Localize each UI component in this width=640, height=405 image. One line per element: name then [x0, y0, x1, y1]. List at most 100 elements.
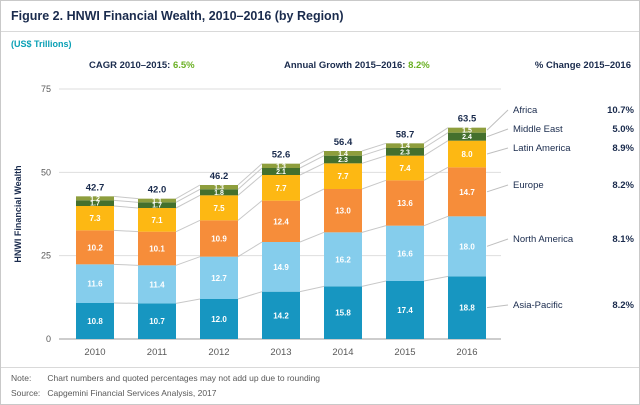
- x-tick-label: 2016: [456, 347, 477, 358]
- bar-segment-middle-east[interactable]: [262, 168, 300, 175]
- bar-segment-europe[interactable]: [138, 231, 176, 266]
- bar-segment-asia-pacific[interactable]: [138, 303, 176, 339]
- bar-segment-latin-america[interactable]: [200, 195, 238, 221]
- cagr-value: 6.5%: [172, 60, 195, 71]
- bar-segment-latin-america[interactable]: [324, 163, 362, 189]
- source-text: Capgemini Financial Services Analysis, 2…: [47, 388, 217, 398]
- y-tick-label: 50: [41, 167, 51, 177]
- legend-leader-line: [486, 238, 509, 247]
- bar-segment-asia-pacific[interactable]: [200, 299, 238, 339]
- bar-segment-latin-america[interactable]: [262, 175, 300, 201]
- segment-value-label: 10.7: [149, 317, 165, 326]
- bar-segment-africa[interactable]: [138, 198, 176, 203]
- segment-value-label: 1.5: [462, 128, 472, 135]
- bar-segment-asia-pacific[interactable]: [324, 286, 362, 339]
- connector-line: [423, 140, 449, 157]
- segment-value-label: 2.1: [276, 169, 286, 176]
- legend-pct-latin-america: 8.9%: [612, 143, 634, 154]
- x-tick-label: 2015: [394, 347, 415, 358]
- bar-segment-asia-pacific[interactable]: [448, 276, 486, 339]
- bar-segment-latin-america[interactable]: [76, 206, 114, 231]
- bar-segment-middle-east[interactable]: [448, 132, 486, 141]
- connector-line: [237, 291, 263, 300]
- connector-line: [361, 179, 387, 190]
- annual-growth-label: Annual Growth 2015–2016:: [284, 60, 406, 71]
- bar-segment-latin-america[interactable]: [448, 140, 486, 168]
- segment-value-label: 14.9: [273, 263, 289, 272]
- bar-segment-africa[interactable]: [324, 151, 362, 156]
- annual-growth-value: 8.2%: [408, 60, 430, 71]
- bar-segment-middle-east[interactable]: [138, 202, 176, 208]
- connector-line: [299, 231, 325, 243]
- bar-segment-north-america[interactable]: [262, 242, 300, 292]
- segment-value-label: 15.8: [335, 309, 351, 318]
- bar-segment-europe[interactable]: [386, 180, 424, 226]
- bar-segment-north-america[interactable]: [138, 265, 176, 304]
- bar-segment-africa[interactable]: [200, 185, 238, 190]
- x-tick-label: 2013: [270, 347, 291, 358]
- x-tick-label: 2010: [84, 347, 105, 358]
- legend-leader-line: [486, 184, 509, 193]
- segment-value-label: 10.8: [87, 317, 103, 326]
- bar-segment-europe[interactable]: [76, 230, 114, 265]
- bar-segment-middle-east[interactable]: [200, 189, 238, 196]
- segment-value-label: 12.0: [211, 315, 227, 324]
- x-tick-label: 2014: [332, 347, 353, 358]
- bar-segment-africa[interactable]: [386, 143, 424, 148]
- bar-segment-africa[interactable]: [262, 163, 300, 168]
- bar-segment-north-america[interactable]: [448, 216, 486, 277]
- cagr-label: CAGR 2010–2015:: [89, 60, 171, 71]
- segment-value-label: 14.7: [459, 188, 475, 197]
- annual-growth-annotation: Annual Growth 2015–2016: 8.2%: [284, 60, 430, 71]
- connector-line: [113, 205, 139, 209]
- connector-line: [299, 285, 325, 293]
- segment-value-label: 2.4: [462, 134, 472, 141]
- connector-line: [175, 298, 201, 304]
- bar-segment-middle-east[interactable]: [324, 155, 362, 164]
- connector-line: [113, 229, 139, 233]
- segment-value-label: 11.6: [87, 280, 103, 289]
- legend-pct-africa: 10.7%: [607, 105, 634, 116]
- bar-segment-africa[interactable]: [76, 196, 114, 201]
- bar-total-label: 63.5: [458, 114, 477, 125]
- segment-value-label: 1.3: [214, 185, 224, 192]
- bar-segment-middle-east[interactable]: [386, 148, 424, 156]
- segment-value-label: 7.4: [399, 164, 411, 173]
- segment-value-label: 2.3: [338, 157, 348, 164]
- bar-total-label: 58.7: [396, 129, 415, 140]
- segment-value-label: 7.3: [89, 214, 101, 223]
- source-label: Source:: [11, 388, 41, 398]
- legend-leader-line: [486, 304, 509, 309]
- bar-total-label: 52.6: [272, 150, 291, 161]
- bar-segment-latin-america[interactable]: [386, 155, 424, 181]
- bar-segment-europe[interactable]: [324, 189, 362, 233]
- connector-line: [237, 200, 263, 221]
- segment-value-label: 14.2: [273, 311, 289, 320]
- y-tick-label: 75: [41, 84, 51, 94]
- legend-label-middle-east: Middle East: [513, 124, 563, 135]
- segment-value-label: 7.5: [213, 204, 225, 213]
- bar-segment-europe[interactable]: [200, 220, 238, 257]
- segment-value-label: 1.4: [338, 151, 348, 158]
- connector-line: [237, 163, 263, 186]
- bar-segment-asia-pacific[interactable]: [76, 303, 114, 339]
- legend-pct-middle-east: 5.0%: [612, 124, 634, 135]
- segment-value-label: 1.2: [90, 196, 100, 203]
- legend-label-europe: Europe: [513, 180, 544, 191]
- bar-segment-africa[interactable]: [448, 127, 486, 133]
- bar-segment-north-america[interactable]: [76, 264, 114, 303]
- bar-segment-north-america[interactable]: [324, 232, 362, 287]
- bar-segment-north-america[interactable]: [386, 225, 424, 281]
- legend-pct-europe: 8.2%: [612, 180, 634, 191]
- segment-value-label: 7.7: [275, 184, 287, 193]
- bar-segment-europe[interactable]: [448, 167, 486, 217]
- bar-segment-latin-america[interactable]: [138, 208, 176, 232]
- bar-segment-middle-east[interactable]: [76, 200, 114, 206]
- bar-segment-europe[interactable]: [262, 200, 300, 242]
- bar-segment-north-america[interactable]: [200, 256, 238, 299]
- connector-line: [423, 215, 449, 227]
- bar-total-label: 42.0: [148, 185, 167, 196]
- bar-segment-asia-pacific[interactable]: [262, 291, 300, 339]
- segment-value-label: 2.3: [400, 149, 410, 156]
- bar-segment-asia-pacific[interactable]: [386, 281, 424, 339]
